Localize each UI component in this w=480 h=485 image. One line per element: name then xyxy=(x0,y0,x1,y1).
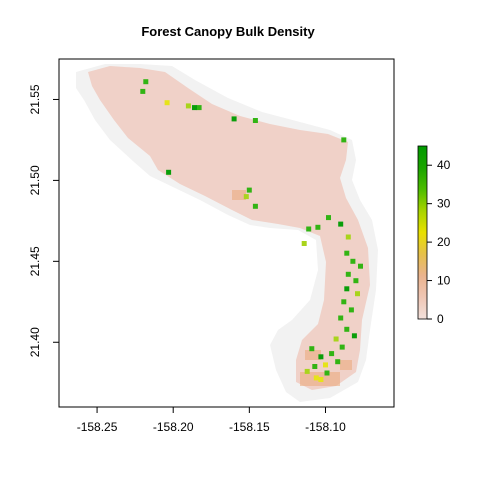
density-cell xyxy=(315,224,321,230)
density-cell xyxy=(323,362,328,368)
density-cell xyxy=(313,375,319,381)
density-cell xyxy=(140,88,146,94)
density-cell xyxy=(304,368,310,374)
x-tick-label: -158.25 xyxy=(77,420,118,434)
density-cell xyxy=(318,354,324,360)
density-cell xyxy=(192,105,197,111)
density-cell xyxy=(341,299,347,305)
density-patch xyxy=(232,190,246,200)
density-cell xyxy=(166,169,172,175)
density-patch xyxy=(340,360,352,370)
density-cell xyxy=(355,291,360,297)
density-cell xyxy=(344,326,350,332)
density-cell xyxy=(312,364,318,369)
x-tick-label: -158.15 xyxy=(229,420,270,434)
density-cell xyxy=(358,263,363,269)
y-axis: 21.40 21.45 21.50 21.55 xyxy=(28,84,60,357)
raster-layer xyxy=(76,64,378,402)
legend-tick-label: 10 xyxy=(437,274,451,288)
density-cell xyxy=(341,137,347,143)
legend-tick-label: 30 xyxy=(437,197,451,211)
density-cell xyxy=(329,351,335,357)
plot-title: Forest Canopy Bulk Density xyxy=(141,24,315,39)
density-cell xyxy=(143,79,149,85)
density-cell xyxy=(318,377,324,382)
density-cell xyxy=(348,307,354,313)
legend-tick-label: 20 xyxy=(437,235,451,249)
y-tick-label: 21.45 xyxy=(28,246,42,276)
density-cell xyxy=(185,103,191,109)
y-tick-label: 21.55 xyxy=(28,84,42,114)
density-cell xyxy=(164,100,170,106)
colorbar xyxy=(417,145,428,320)
density-cell xyxy=(344,286,350,292)
density-cell xyxy=(338,221,344,227)
density-cell xyxy=(333,336,339,342)
density-cell xyxy=(344,250,350,256)
density-cell xyxy=(345,271,351,277)
y-tick-label: 21.50 xyxy=(28,165,42,195)
density-cell xyxy=(339,344,345,350)
density-cell xyxy=(252,203,258,209)
colorbar-legend: 0 10 20 30 40 xyxy=(417,145,451,326)
y-tick-label: 21.40 xyxy=(28,327,42,357)
density-cell xyxy=(309,346,315,352)
legend-tick-label: 40 xyxy=(437,158,451,172)
density-cell xyxy=(306,226,312,232)
x-tick-label: -158.20 xyxy=(153,420,194,434)
density-cell xyxy=(326,215,331,221)
density-cell xyxy=(345,234,351,240)
x-tick-label: -158.10 xyxy=(305,420,346,434)
density-cell xyxy=(243,194,249,200)
density-cell xyxy=(196,105,202,111)
density-cell xyxy=(353,278,359,284)
x-axis: -158.25 -158.20 -158.15 -158.10 xyxy=(77,406,346,434)
density-cell xyxy=(351,333,357,339)
density-cell xyxy=(246,187,252,193)
legend-tick-label: 0 xyxy=(437,312,444,326)
density-cell xyxy=(231,116,237,122)
density-cell xyxy=(350,258,356,264)
density-cell xyxy=(338,315,344,321)
density-patch xyxy=(305,350,321,360)
canopy-footprint xyxy=(88,66,370,390)
density-cell xyxy=(301,241,307,246)
density-cell xyxy=(335,359,341,365)
density-cell xyxy=(324,370,330,376)
density-cell xyxy=(252,118,258,123)
